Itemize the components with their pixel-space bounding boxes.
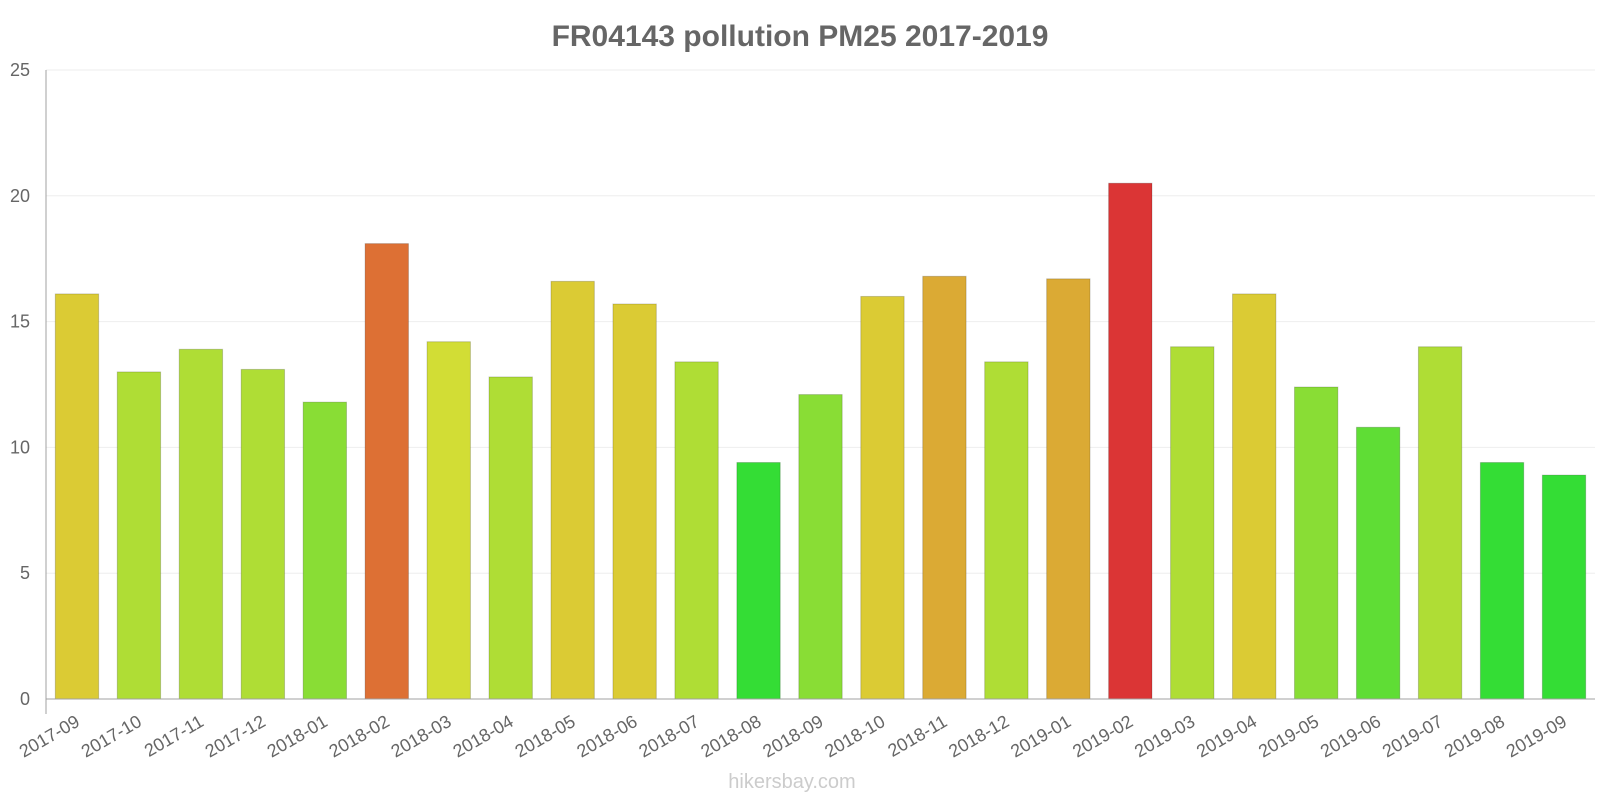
bar-2018-09 [798, 394, 843, 700]
x-tick-label: 2019-01 [1007, 711, 1074, 761]
x-tick-label: 2018-04 [449, 711, 516, 761]
y-tick-labels: 0 5 10 15 20 25 [10, 60, 30, 709]
bar-2017-09 [54, 293, 100, 700]
bar-2019-08 [1479, 461, 1525, 700]
bar-2017-10 [116, 371, 162, 700]
y-tick-label: 20 [10, 186, 30, 206]
x-tick-label: 2018-08 [697, 711, 764, 761]
watermark: hikersbay.com [728, 771, 855, 793]
bar-2018-01 [302, 401, 348, 700]
bar-2018-11 [922, 275, 967, 700]
x-tick-label: 2018-02 [326, 711, 393, 761]
bar-2018-04 [488, 376, 533, 700]
x-tick-label: 2018-01 [264, 711, 331, 761]
x-tick-label: 2019-03 [1131, 711, 1198, 761]
x-tick-label: 2018-12 [945, 711, 1012, 761]
bar-2019-01 [1046, 278, 1091, 700]
bar-2019-03 [1170, 346, 1215, 700]
x-tick-label: 2018-11 [884, 711, 950, 761]
x-tick-labels: 2017-092017-102017-112017-122018-012018-… [16, 711, 1570, 761]
x-tick-label: 2017-11 [141, 711, 207, 761]
bar-2018-08 [736, 461, 781, 700]
bar-2019-07 [1417, 346, 1463, 700]
y-tick-label: 25 [10, 60, 30, 80]
chart-title: FR04143 pollution PM25 2017-2019 [552, 20, 1049, 53]
bar-2019-05 [1293, 386, 1339, 700]
bar-2017-11 [178, 348, 224, 700]
x-tick-label: 2019-06 [1317, 711, 1384, 761]
bar-2017-12 [240, 368, 286, 700]
x-tick-label: 2017-12 [202, 711, 269, 761]
x-tick-label: 2019-09 [1503, 711, 1570, 761]
x-tick-label: 2017-09 [16, 711, 83, 761]
bars [54, 182, 1587, 700]
y-tick-label: 15 [10, 312, 30, 332]
axes [45, 70, 1595, 714]
y-tick-label: 5 [20, 563, 30, 583]
x-tick-label: 2019-07 [1379, 711, 1446, 761]
bar-2018-03 [426, 341, 471, 700]
y-tick-label: 10 [10, 437, 30, 457]
x-tick-label: 2019-08 [1441, 711, 1508, 761]
bar-2018-07 [674, 361, 719, 700]
x-tick-label: 2019-04 [1193, 711, 1260, 761]
bar-2019-04 [1232, 293, 1277, 700]
bar-2019-02 [1108, 182, 1153, 700]
x-tick-label: 2018-10 [821, 711, 888, 761]
bar-2018-12 [984, 361, 1029, 700]
x-tick-label: 2017-10 [78, 711, 145, 761]
y-tick-label: 0 [20, 689, 30, 709]
x-tick-label: 2018-06 [573, 711, 640, 761]
bar-2018-06 [612, 303, 657, 700]
x-tick-label: 2018-05 [511, 711, 578, 761]
x-tick-label: 2018-03 [388, 711, 455, 761]
x-tick-label: 2018-07 [635, 711, 702, 761]
bar-2018-02 [364, 243, 409, 700]
bar-2018-05 [550, 280, 595, 700]
bar-2018-10 [860, 295, 905, 700]
x-tick-label: 2019-05 [1255, 711, 1322, 761]
x-tick-label: 2018-09 [759, 711, 826, 761]
x-tick-label: 2019-02 [1069, 711, 1136, 761]
bar-2019-09 [1541, 474, 1587, 700]
bar-2019-06 [1355, 426, 1401, 700]
